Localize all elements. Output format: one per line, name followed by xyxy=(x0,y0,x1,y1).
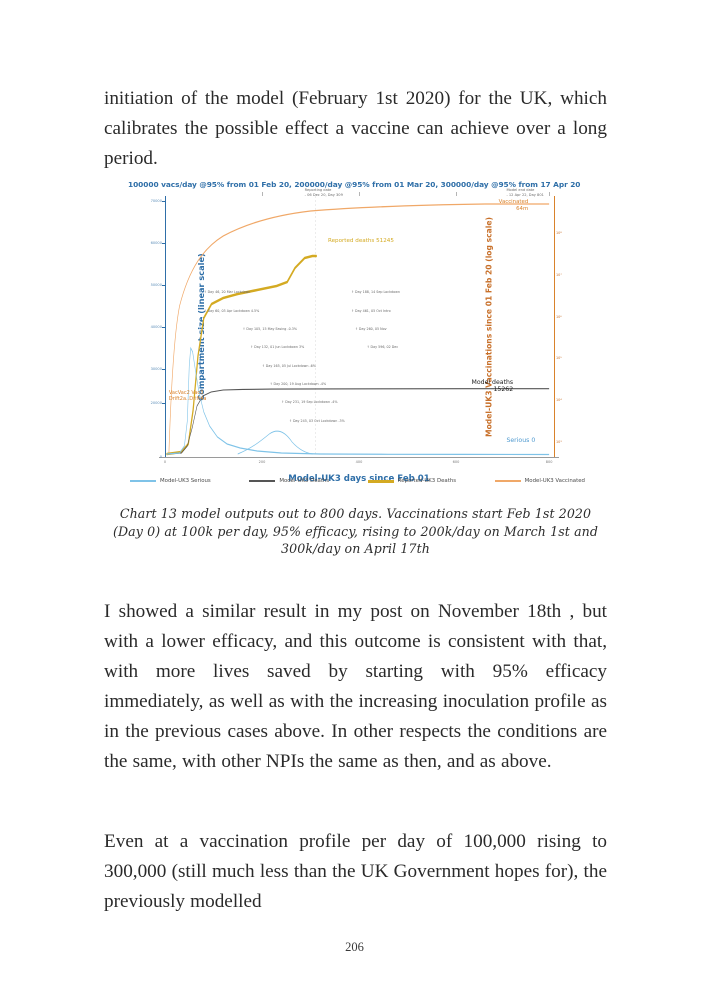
legend-item-serious: Model-UK3 Serious xyxy=(130,478,211,484)
paragraph-2: I showed a similar result in my post on … xyxy=(104,601,607,772)
x-tick-3: 600 xyxy=(452,460,460,464)
legend-swatch-reported-deaths xyxy=(367,479,394,483)
legend-label-serious: Model-UK3 Serious xyxy=(160,478,211,484)
y-tick-right-3: 10⁵ xyxy=(556,356,562,361)
chart-series-svg xyxy=(166,196,550,456)
y-tick-right-5: 10³ xyxy=(556,440,562,445)
y-tick-right-4: 10⁴ xyxy=(556,398,562,403)
legend-item-vaccinated: Model-UK3 Vaccinated xyxy=(494,478,585,484)
x-tick-0: 0 xyxy=(163,460,167,464)
y-tick-left-6: 0 xyxy=(159,454,162,459)
series-line-model-deaths xyxy=(166,388,550,455)
paragraph-3: Even at a vaccination profile per day of… xyxy=(104,831,607,912)
y-tick-mark xyxy=(162,402,166,404)
y-tick-mark xyxy=(162,327,166,328)
x-tick-mark xyxy=(549,192,551,196)
series-line-serious xyxy=(166,346,550,456)
chart-13-figure: 100000 vacs/day @95% from 01 Feb 20, 200… xyxy=(120,180,590,500)
y-tick-left-1: 60000 xyxy=(150,241,162,246)
chart-title: 100000 vacs/day @95% from 01 Feb 20, 200… xyxy=(128,180,581,189)
series-line-serious-tail xyxy=(237,430,313,455)
y-tick-left-3: 40000 xyxy=(150,325,162,329)
y-tick-left-5: 20000 xyxy=(150,400,162,405)
y-tick-left-4: 30000 xyxy=(150,366,162,371)
legend-swatch-serious xyxy=(130,480,156,482)
x-axis-label: Model-UK3 days since Feb 01 xyxy=(288,474,430,484)
legend-swatch-vaccinated xyxy=(494,480,521,482)
x-tick-mark xyxy=(262,192,263,196)
y-tick-left-2: 50000 xyxy=(150,283,162,288)
y-tick-right-2: 10⁶ xyxy=(556,314,562,319)
chart-legend: Model-UK3 Serious Model-UK3 Deaths Repor… xyxy=(130,478,585,484)
paragraph-3-block: Even at a vaccination profile per day of… xyxy=(104,827,607,917)
x-tick-2: 400 xyxy=(355,460,363,464)
x-axis xyxy=(159,457,559,458)
legend-item-reported-deaths: Reported-UK3 Deaths xyxy=(367,478,457,484)
y-tick-mark xyxy=(162,285,166,287)
x-tick-1: 200 xyxy=(258,460,266,464)
series-line-reported-deaths xyxy=(166,254,317,456)
chart-plot-area: Compartment size (linear scale) Model-UK… xyxy=(151,188,562,484)
figure-caption-block: Chart 13 model outputs out to 800 days. … xyxy=(104,505,607,558)
x-tick-mark xyxy=(456,192,457,196)
legend-item-model-deaths: Model-UK3 Deaths xyxy=(249,478,329,484)
x-tick-mark xyxy=(359,192,360,196)
y-tick-right-0: 10⁸ xyxy=(556,230,562,235)
series-line-vaccinated xyxy=(168,203,550,455)
y-tick-mark xyxy=(162,368,166,370)
paragraph-2-block: I showed a similar result in my post on … xyxy=(104,597,607,777)
y-tick-right-1: 10⁷ xyxy=(556,272,562,277)
y-tick-mark xyxy=(162,201,166,203)
intro-paragraph-block: initiation of the model (February 1st 20… xyxy=(104,84,607,174)
x-tick-4: 800 xyxy=(545,460,553,464)
intro-paragraph: initiation of the model (February 1st 20… xyxy=(104,88,607,169)
legend-swatch-model-deaths xyxy=(249,480,276,482)
y-tick-mark xyxy=(162,243,166,245)
page-number: 206 xyxy=(345,940,364,954)
y-tick-left-0: 70000 xyxy=(150,199,162,204)
legend-label-vaccinated: Model-UK3 Vaccinated xyxy=(524,478,585,484)
figure-caption: Chart 13 model outputs out to 800 days. … xyxy=(112,506,599,556)
legend-label-reported-deaths: Reported-UK3 Deaths xyxy=(397,478,457,484)
y-axis-right xyxy=(553,196,555,458)
legend-label-model-deaths: Model-UK3 Deaths xyxy=(279,478,330,484)
plot-background xyxy=(165,196,553,458)
